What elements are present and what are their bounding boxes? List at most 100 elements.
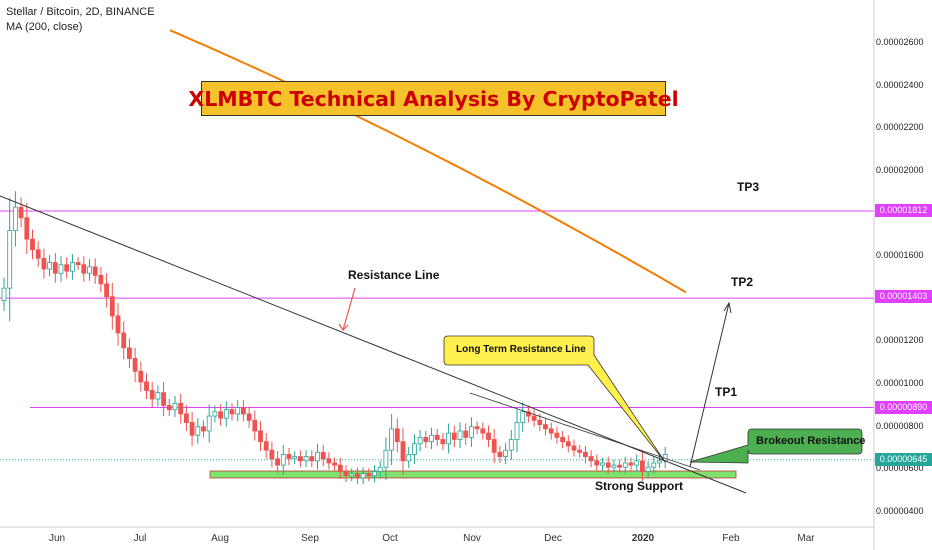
y-tick-label: 0.00000800 (876, 420, 924, 431)
candle-body (548, 428, 554, 434)
candle-body (406, 454, 412, 462)
candle-body (138, 370, 144, 383)
candle-body (280, 454, 286, 466)
candle-body (98, 274, 104, 285)
candles (1, 191, 668, 485)
candle-body (286, 454, 292, 460)
candle-body (554, 432, 560, 438)
candle-body (189, 422, 195, 436)
candle-body (366, 473, 372, 477)
candle-body (628, 462, 634, 466)
candle-body (24, 217, 30, 240)
candle-body (440, 439, 446, 445)
candle-body (583, 451, 588, 457)
breakout-resistance-label: Brokeout Resistance (756, 435, 866, 447)
projection-arrow (689, 302, 730, 468)
candle-body (594, 460, 600, 466)
candle-body (104, 283, 109, 298)
candle-body (166, 405, 172, 411)
candle-body (258, 430, 263, 443)
y-tick-label: 0.00000400 (876, 506, 924, 516)
candle-body (223, 409, 229, 419)
candle-body (195, 426, 201, 436)
candle-body (218, 411, 224, 419)
projection-arrow-head (723, 301, 732, 314)
candle-body (486, 432, 491, 440)
candle-body (600, 462, 605, 466)
long-term-resistance-label: Long Term Resistance Line (456, 344, 586, 355)
x-tick-label: 2020 (631, 533, 655, 544)
tp2-label: TP2 (731, 275, 754, 289)
candle-body (87, 266, 92, 274)
candle-body (543, 424, 548, 430)
candle-body (172, 402, 178, 411)
x-tick-label: Aug (211, 533, 229, 544)
candle-body (58, 264, 64, 274)
candle-body (161, 392, 167, 406)
candle-body (508, 439, 514, 451)
candle-body (417, 436, 423, 445)
candle-body (132, 358, 138, 372)
y-tick-label: 0.00001600 (876, 250, 924, 261)
x-tick-label: Nov (463, 533, 481, 544)
candle-body (52, 262, 58, 274)
y-tick-label: 0.00000600 (876, 463, 924, 474)
candle-body (183, 413, 189, 423)
candle-body (537, 419, 543, 425)
candle-body (520, 411, 526, 423)
candle-body (47, 262, 52, 270)
candle-body (155, 392, 161, 400)
candle-body (611, 464, 617, 468)
candle-body (497, 451, 503, 457)
tp3-label: TP3 (737, 180, 760, 194)
x-tick-label: Dec (544, 533, 562, 544)
candle-body (451, 432, 457, 440)
candle-body (383, 449, 389, 468)
candle-body (235, 407, 241, 415)
candle-body (634, 460, 640, 466)
candle-body (240, 407, 246, 415)
candle-body (127, 347, 132, 359)
candle-body (201, 426, 206, 432)
candle-body (457, 430, 463, 440)
candle-body (468, 426, 474, 438)
breakout-resistance-callout (689, 428, 863, 464)
candle-body (411, 443, 417, 455)
x-tick-label: Jun (48, 533, 66, 544)
candle-body (144, 381, 149, 391)
candle-body (7, 230, 13, 289)
current-tag-bg (875, 453, 932, 466)
candle-body (206, 415, 212, 432)
tp1-label: TP1 (715, 385, 738, 399)
candle-body (332, 462, 338, 466)
candle-body (463, 430, 469, 438)
candle-body (212, 411, 218, 417)
x-tick-label: Jul (133, 533, 147, 544)
long-term-resistance-callout (443, 335, 666, 463)
candle-body (526, 411, 531, 417)
strong-support-label: Strong Support (595, 479, 683, 493)
x-tick-label: Sep (301, 533, 319, 544)
candle-body (531, 415, 537, 421)
candle-body (434, 434, 440, 440)
candle-body (64, 264, 70, 272)
level-tag-bg (875, 401, 932, 414)
candle-body (12, 206, 18, 231)
candle-body (229, 409, 235, 415)
candle-body (1, 287, 7, 301)
candle-body (480, 428, 486, 434)
y-tick-label: 0.00002400 (876, 79, 924, 90)
level-tag-tp1: 0.00000890 (879, 402, 928, 412)
level-tag-bg (875, 290, 932, 303)
chart-title: Stellar / Bitcoin, 2D, BINANCE (6, 6, 155, 18)
candle-body (292, 456, 298, 460)
candle-body (588, 456, 594, 462)
candle-body (394, 428, 400, 443)
candle-body (651, 462, 657, 468)
candle-body (372, 471, 377, 477)
candle-body (400, 441, 406, 462)
candle-body (92, 266, 98, 276)
candle-body (645, 466, 651, 472)
x-tick-label: Mar (797, 533, 815, 544)
